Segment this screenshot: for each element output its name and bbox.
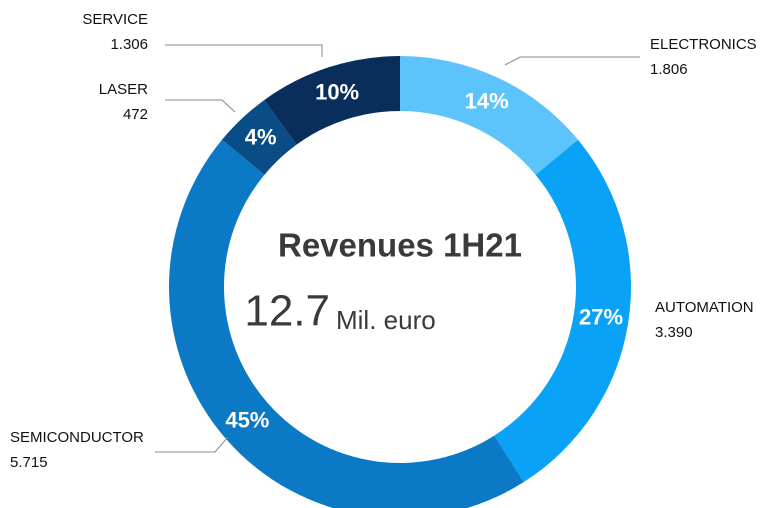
donut-segment (494, 139, 631, 483)
donut-segment (400, 56, 578, 175)
amount-label: 1.306 (110, 36, 148, 53)
leader-line (504, 56, 640, 66)
category-label: SERVICE (82, 11, 148, 28)
center-unit: Mil. euro (336, 305, 436, 335)
percent-label: 27% (579, 305, 623, 330)
percent-label: 14% (465, 89, 509, 114)
amount-label: 1.806 (650, 61, 688, 78)
leader-line (155, 436, 229, 453)
donut-segment (222, 100, 297, 175)
amount-label: 3.390 (655, 324, 693, 341)
percent-label: 45% (225, 407, 269, 432)
category-label: ELECTRONICS (650, 36, 757, 53)
category-label: SEMICONDUCTOR (10, 429, 144, 446)
percent-label: 10% (315, 79, 359, 104)
leader-line (165, 44, 323, 57)
category-label: LASER (99, 81, 148, 98)
center-value: 12.7 (244, 287, 330, 336)
amount-label: 472 (123, 106, 148, 123)
donut-segment (264, 56, 400, 145)
amount-label: 5.715 (10, 454, 48, 471)
category-label: AUTOMATION (655, 299, 754, 316)
percent-label: 4% (245, 124, 277, 149)
donut-segment (169, 139, 524, 508)
leader-line (165, 99, 236, 113)
center-title: Revenues 1H21 (278, 227, 522, 264)
